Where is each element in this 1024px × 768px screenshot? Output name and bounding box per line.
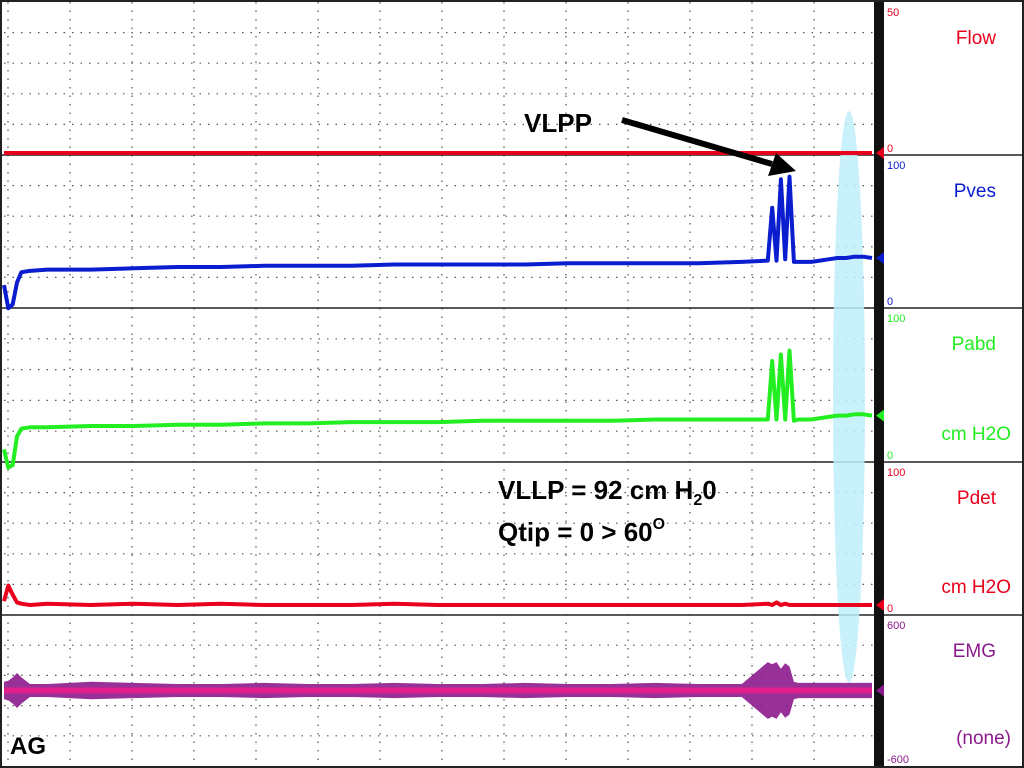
channel-label-flow: Flow xyxy=(956,28,996,49)
scale-min-flow: 0 xyxy=(887,143,893,155)
result-line-2-superscript: O xyxy=(653,516,665,533)
vlpp-label: VLPP xyxy=(524,108,592,138)
channel-label-pabd: Pabd xyxy=(952,334,996,355)
trace-pves xyxy=(2,174,873,311)
vlpp-arrow-shaft xyxy=(621,117,773,167)
result-line-1-subscript: 2 xyxy=(693,492,702,509)
trace-group-pabd xyxy=(2,348,873,470)
channel-unit-pdet: cm H2O xyxy=(941,577,1011,598)
axis-marker-pves xyxy=(876,252,884,265)
trace-pdet xyxy=(2,583,872,607)
axis-marker-emg xyxy=(876,684,884,697)
result-line-2: Qtip = 0 > 60O xyxy=(498,516,665,547)
highlight-ellipse xyxy=(833,111,865,683)
result-line-1-end: 0 xyxy=(702,475,716,505)
result-line-1-main: VLLP = 92 cm H xyxy=(498,475,693,505)
corner-label: AG xyxy=(10,733,46,760)
scale-min-emg: -600 xyxy=(887,754,909,766)
scale-min-pabd: 0 xyxy=(887,450,893,462)
scale-max-emg: 600 xyxy=(887,620,905,632)
scale-max-pabd: 100 xyxy=(887,313,905,325)
axis-marker-pabd xyxy=(876,409,884,422)
channel-unit-emg: (none) xyxy=(956,728,1011,749)
channel-label-emg: EMG xyxy=(953,641,996,662)
trace-group-pdet xyxy=(2,583,872,607)
result-line-1: VLLP = 92 cm H20 xyxy=(498,475,717,509)
axis-marker-flow xyxy=(876,147,884,159)
scale-axis-strip xyxy=(874,2,884,766)
vlpp-arrow-head xyxy=(768,153,796,176)
channel-label-pdet: Pdet xyxy=(957,488,997,509)
scale-min-pves: 0 xyxy=(887,296,893,308)
trace-pabd xyxy=(2,348,873,470)
trace-group-pves xyxy=(2,174,873,311)
scale-max-pves: 100 xyxy=(887,160,905,172)
channel-unit-pabd: cm H2O xyxy=(941,424,1011,445)
channel-label-pves: Pves xyxy=(954,181,996,202)
trace-group-emg xyxy=(4,662,872,719)
scale-max-pdet: 100 xyxy=(887,467,905,479)
axis-marker-pdet xyxy=(876,599,884,611)
grid-layer xyxy=(4,2,874,766)
result-line-2-main: Qtip = 0 > 60 xyxy=(498,517,653,547)
scale-min-pdet: 0 xyxy=(887,603,893,615)
scale-max-flow: 50 xyxy=(887,7,899,19)
